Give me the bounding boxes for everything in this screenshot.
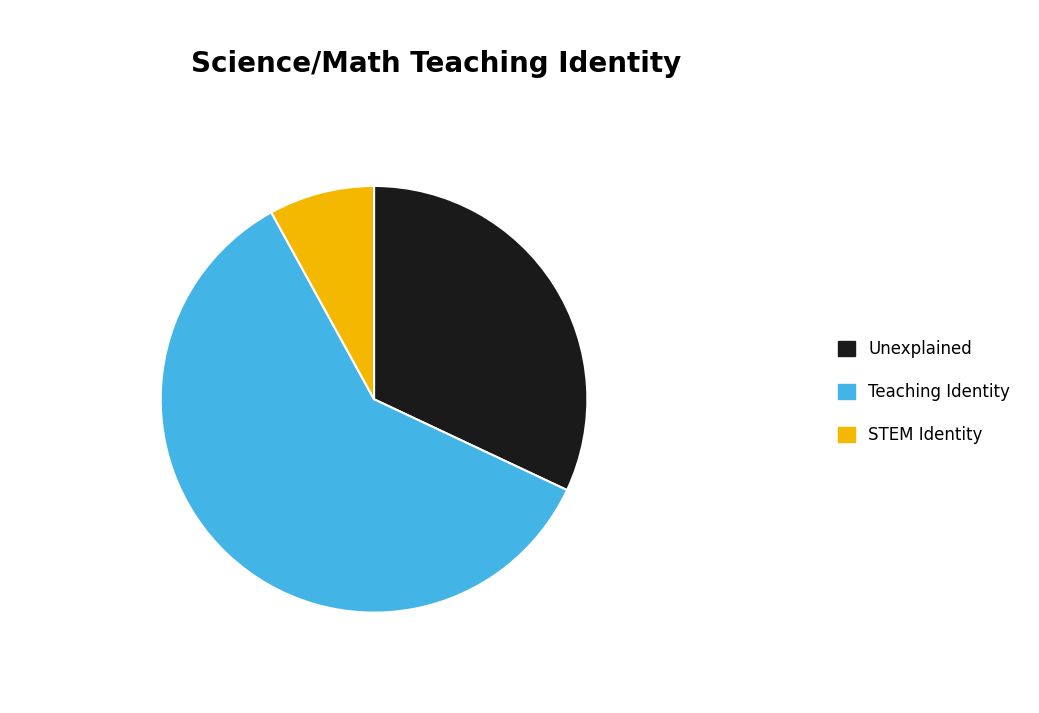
Wedge shape <box>161 212 567 612</box>
Wedge shape <box>271 186 374 399</box>
Legend: Unexplained, Teaching Identity, STEM Identity: Unexplained, Teaching Identity, STEM Ide… <box>838 340 1010 444</box>
Text: Science/Math Teaching Identity: Science/Math Teaching Identity <box>191 50 682 78</box>
Wedge shape <box>374 186 587 490</box>
